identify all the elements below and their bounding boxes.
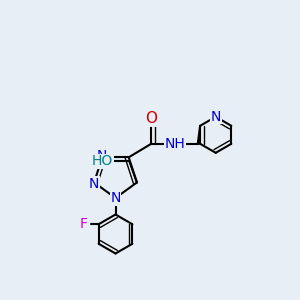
Text: NH: NH	[165, 137, 186, 151]
Text: N: N	[89, 177, 99, 191]
Text: N: N	[110, 191, 121, 205]
Text: HO: HO	[92, 154, 113, 169]
Text: O: O	[145, 111, 157, 126]
Text: N: N	[97, 149, 107, 163]
Text: N: N	[211, 110, 221, 124]
Text: F: F	[80, 217, 88, 231]
